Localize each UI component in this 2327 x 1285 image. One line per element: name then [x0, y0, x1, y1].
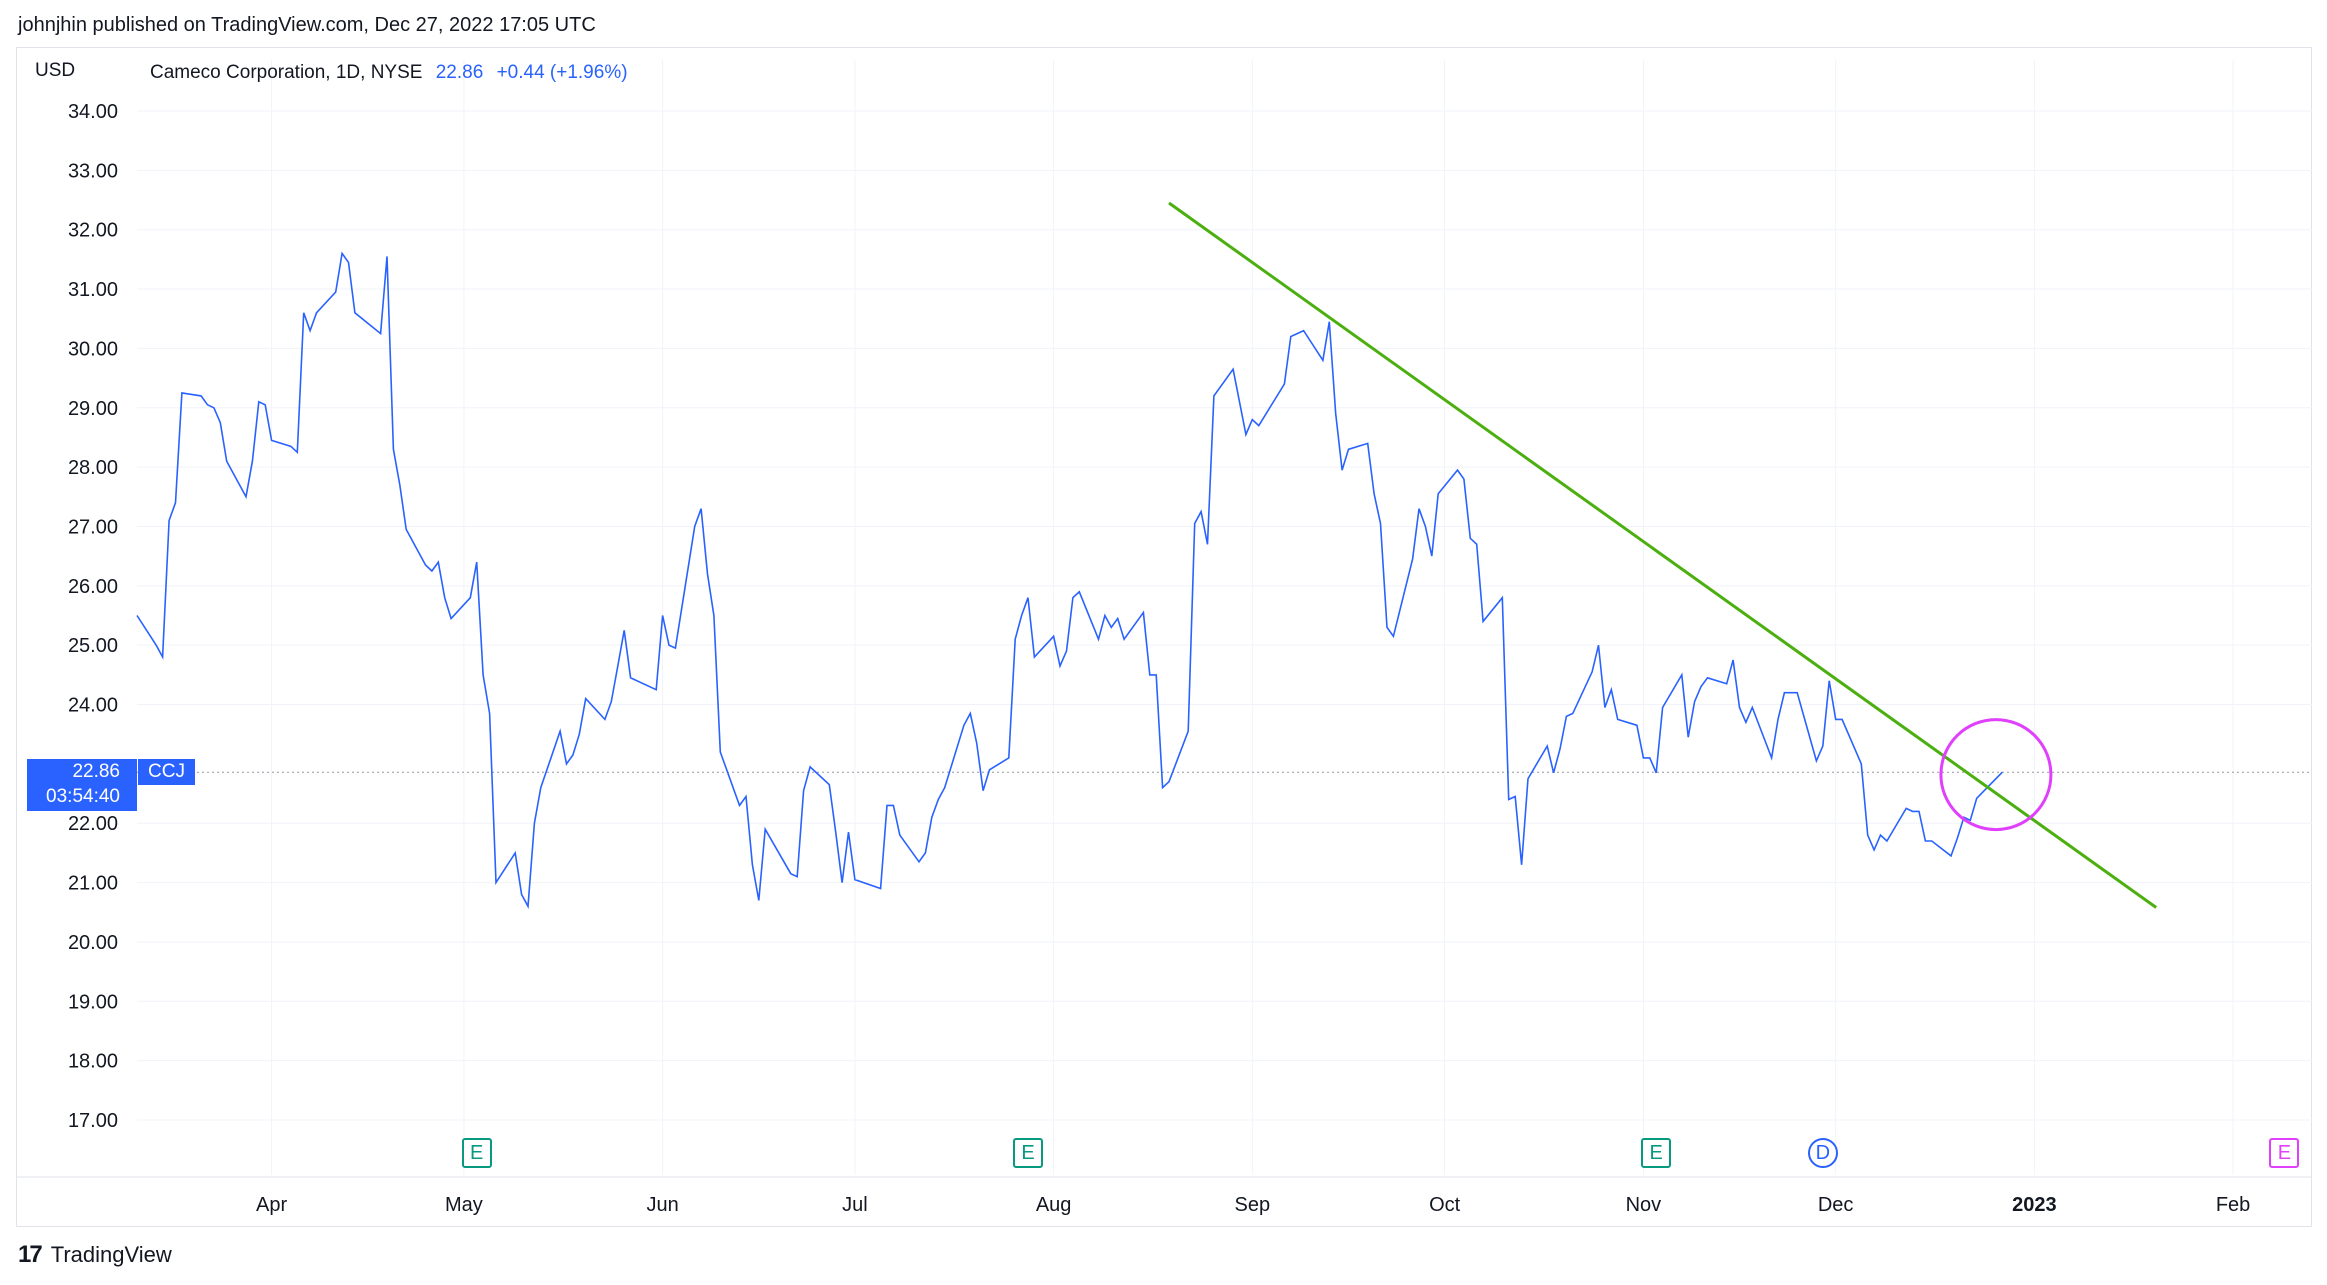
x-tick-label: Jun	[646, 1194, 678, 1216]
x-tick-label: Nov	[1626, 1194, 1662, 1216]
x-tick-label: May	[445, 1194, 483, 1216]
symbol-tag: CCJ	[138, 759, 195, 785]
y-tick-label: 31.00	[68, 279, 118, 301]
y-axis: 34.00 33.00 32.00 31.00 30.00 29.00 28.00 27.00…	[68, 101, 118, 1132]
y-tick-label: 19.00	[68, 991, 118, 1013]
legend-value: 22.86	[435, 62, 484, 83]
symbol-name: Cameco Corporation, 1D, NYSE	[150, 62, 423, 83]
price-line	[136, 251, 2003, 910]
y-tick-label: 32.00	[68, 220, 118, 242]
y-tick-label: 34.00	[68, 101, 118, 123]
y-tick-label: 30.00	[68, 338, 118, 360]
last-price-value: 22.86	[72, 761, 120, 782]
legend-change: +0.44 (+1.96%)	[496, 62, 628, 83]
y-tick-label: 21.00	[68, 873, 118, 895]
chart-legend[interactable]: Cameco Corporation, 1D, NYSE 22.86 +0.44…	[150, 62, 628, 84]
y-tick-label: 18.00	[68, 1051, 118, 1073]
x-tick-label: Aug	[1036, 1194, 1072, 1216]
x-tick-label: Feb	[2216, 1194, 2250, 1216]
bar-countdown: 03:54:40	[46, 786, 120, 807]
earnings-marker-icon[interactable]: E	[1641, 1138, 1672, 1168]
grid	[137, 60, 2312, 1175]
x-tick-label: Jul	[842, 1194, 868, 1216]
y-tick-label: 29.00	[68, 398, 118, 420]
brand-text: TradingView	[50, 1242, 172, 1267]
trendline	[1168, 201, 2158, 909]
y-tick-label: 20.00	[68, 932, 118, 954]
y-tick-label: 24.00	[68, 695, 118, 717]
highlight-circle	[1939, 718, 2053, 832]
chart-frame[interactable]	[16, 47, 2312, 1227]
y-tick-label: 26.00	[68, 576, 118, 598]
x-tick-label: Dec	[1818, 1194, 1854, 1216]
y-tick-label: 33.00	[68, 160, 118, 182]
earnings-marker-icon[interactable]: E	[2269, 1138, 2300, 1168]
x-tick-label: 2023	[2012, 1194, 2057, 1216]
y-tick-label: 17.00	[68, 1110, 118, 1132]
y-tick-label: 28.00	[68, 457, 118, 479]
y-tick-label: 22.00	[68, 813, 118, 835]
y-tick-label: 25.00	[68, 635, 118, 657]
x-tick-label: Oct	[1429, 1194, 1461, 1216]
earnings-marker-icon[interactable]: E	[461, 1138, 492, 1168]
x-tick-label: Apr	[256, 1194, 287, 1216]
dividend-marker-icon[interactable]: D	[1807, 1138, 1838, 1168]
earnings-marker-icon[interactable]: E	[1012, 1138, 1043, 1168]
last-price-tag: 22.86 03:54:40	[27, 759, 137, 811]
x-axis: Apr May Jun Jul Aug Sep Oct Nov Dec 2023 Feb	[16, 1176, 2312, 1216]
x-tick-label: Sep	[1235, 1194, 1271, 1216]
y-tick-label: 27.00	[68, 516, 118, 538]
currency-label: USD	[35, 60, 76, 81]
tradingview-logo-icon: 17	[18, 1241, 43, 1268]
tradingview-brand[interactable]: 17 TradingView	[18, 1240, 172, 1270]
publisher-line: johnjhin published on TradingView.com, D…	[18, 14, 596, 36]
